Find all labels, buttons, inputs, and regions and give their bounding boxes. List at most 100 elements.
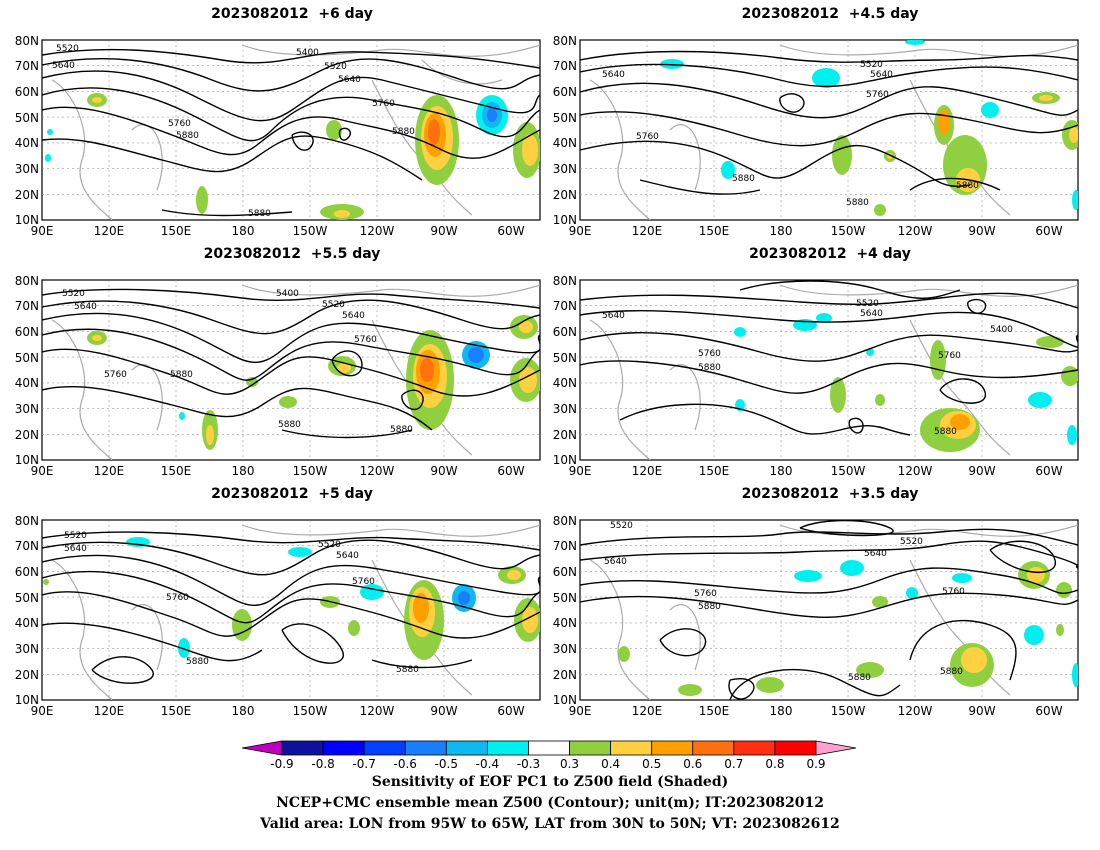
panel-title-p1: 2023082012 +6 day <box>211 6 373 22</box>
contour-label: 5640 <box>336 551 359 561</box>
z500-contours <box>580 520 1078 700</box>
lon-tick: 60W <box>1035 464 1062 478</box>
footer-line-3: Valid area: LON from 95W to 65W, LAT fro… <box>260 816 840 832</box>
lat-tick: 70N <box>553 299 577 313</box>
contour-label: 5880 <box>390 425 413 435</box>
lat-tick: 80N <box>553 514 577 528</box>
contour-label: 5520 <box>64 531 87 541</box>
lon-tick: 90W <box>968 704 995 718</box>
gridlines <box>42 280 540 460</box>
lon-tick: 60W <box>1035 704 1062 718</box>
lon-tick: 180 <box>232 704 255 718</box>
colorbar-box <box>651 740 694 756</box>
lon-tick: 90E <box>31 704 54 718</box>
colorbar-label: -0.8 <box>311 757 334 771</box>
contour-label: 5880 <box>934 427 957 437</box>
contour-label: 5880 <box>940 667 963 677</box>
contour-label: 5640 <box>64 544 87 554</box>
contour-label: 5640 <box>870 70 893 80</box>
coastlines <box>589 284 1078 460</box>
lon-tick: 150E <box>161 704 192 718</box>
colorbar-label: 0.5 <box>642 757 661 771</box>
lat-tick: 30N <box>553 162 577 176</box>
lat-tick: 10N <box>15 693 39 707</box>
contour-label: 5640 <box>338 75 361 85</box>
lon-tick: 90E <box>31 224 54 238</box>
lon-tick: 150W <box>293 464 328 478</box>
lat-tick: 20N <box>15 668 39 682</box>
contour-label: 5640 <box>602 311 625 321</box>
contour-label: 5880 <box>170 370 193 380</box>
lon-tick-labels: 90E 120E 150E 180 150W 120W 90W 60W <box>31 464 525 478</box>
lon-tick: 120E <box>632 464 663 478</box>
contour-label: 5760 <box>354 335 377 345</box>
lon-tick: 60W <box>1035 224 1062 238</box>
lon-tick: 150E <box>161 464 192 478</box>
contour-label: 5520 <box>610 521 633 531</box>
colorbar-label: 0.6 <box>683 757 702 771</box>
contour-label: 5400 <box>276 289 299 299</box>
lon-tick-labels: 90E 120E 150E 180 150W 120W 90W 60W <box>569 224 1063 238</box>
lon-tick: 150W <box>831 224 866 238</box>
contour-label: 5760 <box>942 587 965 597</box>
colorbar-box <box>486 740 529 756</box>
gridlines <box>580 40 1078 220</box>
map-frame <box>41 39 541 221</box>
z500-contours <box>580 280 1078 436</box>
panel-title-p6: 2023082012 +3.5 day <box>741 486 919 502</box>
contour-label: 5640 <box>860 309 883 319</box>
colorbar-label: -0.9 <box>270 757 293 771</box>
colorbar-label: 0.3 <box>560 757 579 771</box>
lon-tick: 120E <box>632 704 663 718</box>
map-frame <box>41 279 541 461</box>
colorbar-box <box>404 740 447 756</box>
lon-tick: 150W <box>831 704 866 718</box>
lat-tick-labels: 80N 70N 60N 50N 40N 30N 20N 10N <box>553 274 577 467</box>
footer-line-1: Sensitivity of EOF PC1 to Z500 field (Sh… <box>371 774 729 790</box>
lat-tick: 70N <box>15 59 39 73</box>
lon-tick: 90W <box>968 464 995 478</box>
contour-labels: 5520 5400 5640 5520 5640 5760 5760 5880 … <box>62 289 413 435</box>
colorbar-box <box>445 740 488 756</box>
map-panel-p5: 5520 5640 5520 5640 5760 5760 5880 5880 … <box>15 514 541 718</box>
map-frame <box>579 519 1079 701</box>
lat-tick: 10N <box>15 213 39 227</box>
lat-tick: 40N <box>15 136 39 150</box>
lat-tick-labels: 80N 70N 60N 50N 40N 30N 20N 10N <box>15 274 39 467</box>
contour-label: 5520 <box>860 60 883 70</box>
map-panel-p1: 5520 5400 5520 5640 5640 5760 5760 5880 … <box>15 34 541 238</box>
contour-label: 5760 <box>168 119 191 129</box>
contour-label: 5640 <box>74 302 97 312</box>
panel-title-p3: 2023082012 +5.5 day <box>203 246 381 262</box>
lat-tick: 20N <box>15 188 39 202</box>
contour-label: 5640 <box>602 70 625 80</box>
lat-tick: 40N <box>553 376 577 390</box>
lat-tick: 50N <box>15 351 39 365</box>
contour-label: 5760 <box>694 589 717 599</box>
lon-tick: 120W <box>898 704 933 718</box>
lat-tick: 80N <box>553 34 577 48</box>
colorbar-high-arrow <box>815 740 857 756</box>
lon-tick: 120W <box>898 464 933 478</box>
lat-tick: 20N <box>553 668 577 682</box>
lon-tick: 60W <box>497 704 524 718</box>
contour-label: 5880 <box>956 181 979 191</box>
lon-tick-labels: 90E 120E 150E 180 150W 120W 90W 60W <box>31 224 525 238</box>
lat-tick-labels: 80N 70N 60N 50N 40N 30N 20N 10N <box>553 34 577 227</box>
contour-labels: 5520 5400 5520 5640 5640 5760 5760 5880 … <box>52 44 415 219</box>
lat-tick: 30N <box>553 402 577 416</box>
z500-contours <box>42 288 540 439</box>
colorbar-box <box>692 740 735 756</box>
lat-tick: 60N <box>553 325 577 339</box>
lon-tick-labels: 90E 120E 150E 180 150W 120W 90W 60W <box>569 464 1063 478</box>
lon-tick: 90E <box>31 464 54 478</box>
contour-labels: 5520 5520 5640 5640 5760 5760 5880 5880 … <box>604 521 965 683</box>
contour-label: 5760 <box>104 370 127 380</box>
contour-label: 5520 <box>62 289 85 299</box>
lon-tick: 90E <box>569 704 592 718</box>
lon-tick: 120W <box>360 224 395 238</box>
lon-tick: 150E <box>699 464 730 478</box>
contour-label: 5880 <box>176 131 199 141</box>
lat-tick: 80N <box>15 514 39 528</box>
